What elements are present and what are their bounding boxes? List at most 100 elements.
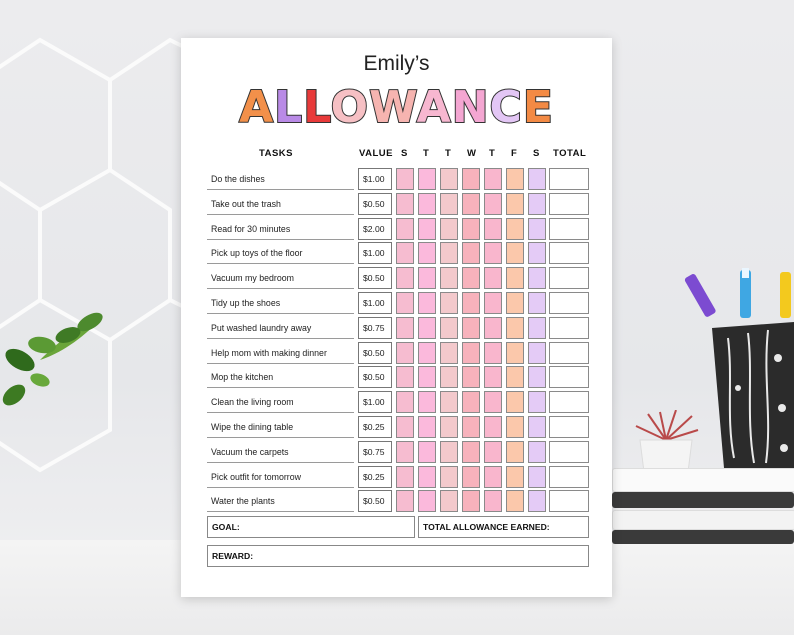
total-earned-field[interactable]: TOTAL ALLOWANCE EARNED: bbox=[418, 516, 589, 538]
day-checkbox[interactable] bbox=[462, 316, 480, 339]
day-checkbox[interactable] bbox=[506, 440, 524, 463]
day-checkbox[interactable] bbox=[462, 242, 480, 265]
day-checkbox[interactable] bbox=[484, 416, 502, 438]
day-checkbox[interactable] bbox=[528, 490, 546, 513]
day-checkbox[interactable] bbox=[440, 192, 458, 215]
day-checkbox[interactable] bbox=[396, 267, 414, 290]
day-checkbox[interactable] bbox=[484, 168, 502, 190]
day-checkbox[interactable] bbox=[440, 391, 458, 414]
day-checkbox[interactable] bbox=[462, 490, 480, 513]
day-checkbox[interactable] bbox=[528, 416, 546, 438]
day-checkbox[interactable] bbox=[506, 192, 524, 215]
day-checkbox[interactable] bbox=[440, 242, 458, 265]
day-checkbox[interactable] bbox=[418, 168, 436, 190]
row-total-box[interactable] bbox=[549, 242, 589, 265]
day-checkbox[interactable] bbox=[418, 440, 436, 463]
day-checkbox[interactable] bbox=[418, 217, 436, 240]
day-checkbox[interactable] bbox=[396, 316, 414, 339]
day-checkbox[interactable] bbox=[440, 267, 458, 290]
row-total-box[interactable] bbox=[549, 168, 589, 190]
day-checkbox[interactable] bbox=[484, 242, 502, 265]
day-checkbox[interactable] bbox=[418, 316, 436, 339]
day-checkbox[interactable] bbox=[484, 440, 502, 463]
day-checkbox[interactable] bbox=[418, 267, 436, 290]
goal-field[interactable]: GOAL: bbox=[207, 516, 415, 538]
row-total-box[interactable] bbox=[549, 217, 589, 240]
day-checkbox[interactable] bbox=[484, 490, 502, 513]
day-checkbox[interactable] bbox=[418, 416, 436, 438]
row-total-box[interactable] bbox=[549, 267, 589, 290]
day-checkbox[interactable] bbox=[506, 316, 524, 339]
day-checkbox[interactable] bbox=[440, 416, 458, 438]
day-checkbox[interactable] bbox=[396, 366, 414, 389]
day-checkbox[interactable] bbox=[396, 292, 414, 314]
row-total-box[interactable] bbox=[549, 192, 589, 215]
day-checkbox[interactable] bbox=[528, 192, 546, 215]
day-checkbox[interactable] bbox=[506, 366, 524, 389]
day-checkbox[interactable] bbox=[396, 168, 414, 190]
day-checkbox[interactable] bbox=[528, 341, 546, 364]
day-checkbox[interactable] bbox=[396, 192, 414, 215]
day-checkbox[interactable] bbox=[396, 465, 414, 488]
row-total-box[interactable] bbox=[549, 316, 589, 339]
day-checkbox[interactable] bbox=[528, 217, 546, 240]
row-total-box[interactable] bbox=[549, 391, 589, 414]
row-total-box[interactable] bbox=[549, 292, 589, 314]
day-checkbox[interactable] bbox=[528, 366, 546, 389]
day-checkbox[interactable] bbox=[418, 366, 436, 389]
day-checkbox[interactable] bbox=[418, 490, 436, 513]
day-checkbox[interactable] bbox=[418, 242, 436, 265]
day-checkbox[interactable] bbox=[462, 267, 480, 290]
day-checkbox[interactable] bbox=[528, 465, 546, 488]
day-checkbox[interactable] bbox=[462, 217, 480, 240]
day-checkbox[interactable] bbox=[528, 168, 546, 190]
day-checkbox[interactable] bbox=[440, 440, 458, 463]
day-checkbox[interactable] bbox=[484, 391, 502, 414]
day-checkbox[interactable] bbox=[484, 341, 502, 364]
day-checkbox[interactable] bbox=[528, 242, 546, 265]
day-checkbox[interactable] bbox=[418, 391, 436, 414]
day-checkbox[interactable] bbox=[528, 316, 546, 339]
day-checkbox[interactable] bbox=[440, 217, 458, 240]
day-checkbox[interactable] bbox=[506, 242, 524, 265]
day-checkbox[interactable] bbox=[462, 168, 480, 190]
day-checkbox[interactable] bbox=[462, 292, 480, 314]
day-checkbox[interactable] bbox=[396, 416, 414, 438]
day-checkbox[interactable] bbox=[462, 391, 480, 414]
day-checkbox[interactable] bbox=[440, 316, 458, 339]
day-checkbox[interactable] bbox=[440, 292, 458, 314]
day-checkbox[interactable] bbox=[506, 267, 524, 290]
day-checkbox[interactable] bbox=[440, 366, 458, 389]
row-total-box[interactable] bbox=[549, 440, 589, 463]
day-checkbox[interactable] bbox=[484, 217, 502, 240]
row-total-box[interactable] bbox=[549, 416, 589, 438]
day-checkbox[interactable] bbox=[462, 416, 480, 438]
day-checkbox[interactable] bbox=[462, 192, 480, 215]
day-checkbox[interactable] bbox=[506, 292, 524, 314]
row-total-box[interactable] bbox=[549, 366, 589, 389]
reward-field[interactable]: REWARD: bbox=[207, 545, 589, 567]
row-total-box[interactable] bbox=[549, 465, 589, 488]
day-checkbox[interactable] bbox=[418, 192, 436, 215]
day-checkbox[interactable] bbox=[462, 366, 480, 389]
day-checkbox[interactable] bbox=[418, 341, 436, 364]
day-checkbox[interactable] bbox=[396, 242, 414, 265]
day-checkbox[interactable] bbox=[440, 341, 458, 364]
day-checkbox[interactable] bbox=[440, 490, 458, 513]
day-checkbox[interactable] bbox=[396, 440, 414, 463]
day-checkbox[interactable] bbox=[484, 267, 502, 290]
day-checkbox[interactable] bbox=[506, 341, 524, 364]
day-checkbox[interactable] bbox=[440, 168, 458, 190]
day-checkbox[interactable] bbox=[506, 416, 524, 438]
row-total-box[interactable] bbox=[549, 490, 589, 513]
day-checkbox[interactable] bbox=[396, 341, 414, 364]
day-checkbox[interactable] bbox=[484, 292, 502, 314]
row-total-box[interactable] bbox=[549, 341, 589, 364]
day-checkbox[interactable] bbox=[506, 465, 524, 488]
day-checkbox[interactable] bbox=[528, 391, 546, 414]
day-checkbox[interactable] bbox=[484, 192, 502, 215]
day-checkbox[interactable] bbox=[506, 217, 524, 240]
day-checkbox[interactable] bbox=[440, 465, 458, 488]
day-checkbox[interactable] bbox=[462, 440, 480, 463]
day-checkbox[interactable] bbox=[418, 465, 436, 488]
